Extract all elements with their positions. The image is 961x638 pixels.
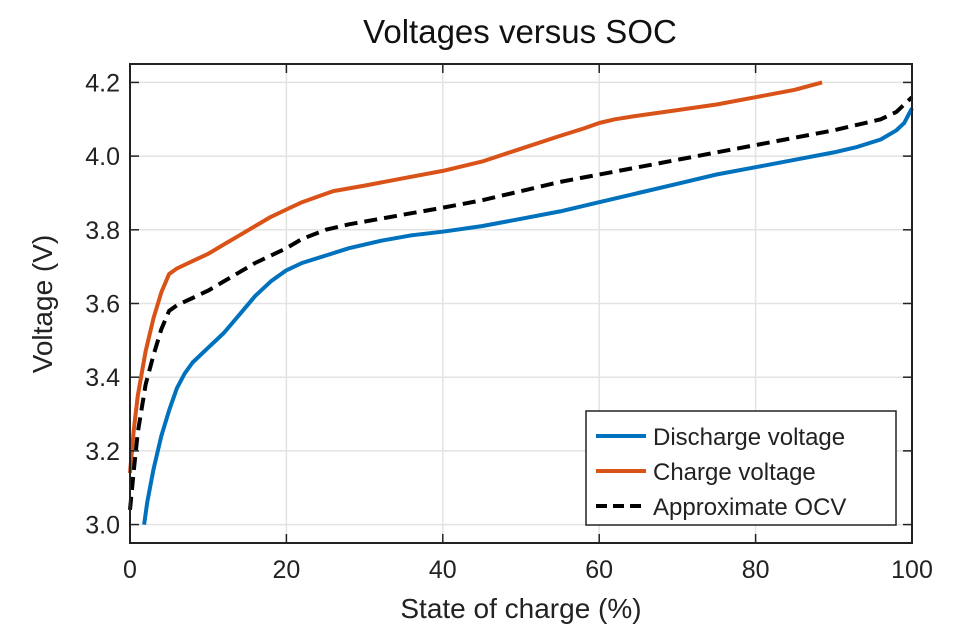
series-line-discharge-voltage xyxy=(142,107,914,525)
x-axis-label: State of charge (%) xyxy=(400,593,641,624)
y-axis-label: Voltage (V) xyxy=(27,235,58,374)
x-tick-label: 80 xyxy=(742,556,770,584)
series-line-charge-voltage xyxy=(128,80,823,474)
y-tick-label: 3.0 xyxy=(85,512,120,540)
x-tick-label: 0 xyxy=(123,556,137,584)
legend: Discharge voltage Charge voltage Approxi… xyxy=(585,410,897,526)
y-tick-label: 3.6 xyxy=(85,291,120,319)
tick-labels: 0 20 40 60 80 100 3.0 3.2 3.4 3.6 3.8 4.0 4.2 xyxy=(85,69,933,584)
x-tick-label: 100 xyxy=(891,556,933,584)
y-tick-label: 4.2 xyxy=(85,69,120,97)
y-tick-label: 3.2 xyxy=(85,438,120,466)
chart-title: Voltages versus SOC xyxy=(363,13,677,50)
x-tick-label: 40 xyxy=(429,556,457,584)
x-tick-label: 60 xyxy=(585,556,613,584)
legend-label-charge: Charge voltage xyxy=(653,459,816,486)
series-line-approximate-ocv xyxy=(128,95,914,510)
y-tick-label: 4.0 xyxy=(85,143,120,171)
legend-label-ocv: Approximate OCV xyxy=(653,494,846,521)
y-tick-label: 3.4 xyxy=(85,364,120,392)
x-tick-label: 20 xyxy=(272,556,300,584)
axis-ticks xyxy=(129,64,913,543)
series-lines xyxy=(128,80,914,525)
y-tick-label: 3.8 xyxy=(85,217,120,245)
legend-label-discharge: Discharge voltage xyxy=(653,424,845,451)
